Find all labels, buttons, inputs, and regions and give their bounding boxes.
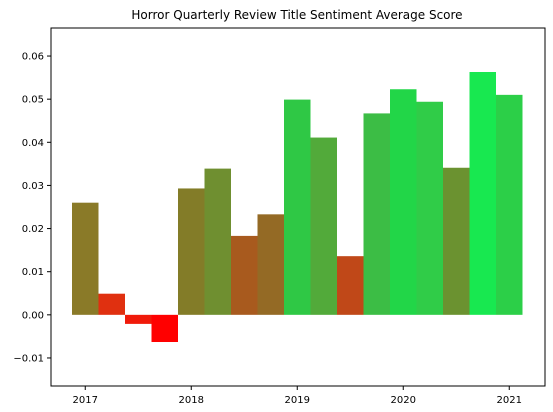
y-tick-label: 0.05 bbox=[22, 95, 44, 106]
x-tick-label: 2018 bbox=[179, 395, 204, 406]
y-tick-label: 0.03 bbox=[22, 181, 44, 192]
bar-2017-q3 bbox=[125, 314, 152, 324]
chart-title: Horror Quarterly Review Title Sentiment … bbox=[131, 8, 462, 22]
bar-2020-q4 bbox=[469, 71, 496, 315]
bar-2020-q1 bbox=[390, 89, 417, 315]
y-tick-label: 0.00 bbox=[22, 310, 44, 321]
bar-2018-q4 bbox=[257, 214, 284, 315]
bar-2019-q2 bbox=[310, 137, 337, 315]
x-tick-label: 2020 bbox=[391, 395, 416, 406]
bar-2017-q1 bbox=[72, 202, 99, 315]
x-tick-label: 2021 bbox=[497, 395, 522, 406]
y-tick-label: 0.04 bbox=[22, 138, 44, 149]
bar-2018-q3 bbox=[231, 235, 258, 315]
bars-layer bbox=[72, 71, 523, 343]
bar-2017-q4 bbox=[151, 314, 178, 343]
y-axis: −0.01 0.00 0.01 0.02 0.03 0.04 0.05 0.06 bbox=[13, 52, 51, 364]
y-tick-label: −0.01 bbox=[13, 353, 44, 364]
bar-2020-q2 bbox=[416, 101, 443, 315]
bar-2019-q1 bbox=[284, 99, 311, 315]
bar-2019-q3 bbox=[337, 256, 364, 315]
bar-2019-q4 bbox=[363, 113, 390, 315]
y-tick-label: 0.01 bbox=[22, 267, 44, 278]
y-tick-label: 0.02 bbox=[22, 224, 44, 235]
y-tick-label: 0.06 bbox=[22, 52, 44, 63]
x-tick-label: 2017 bbox=[73, 395, 98, 406]
bar-2018-q1 bbox=[178, 188, 205, 315]
bar-2018-q2 bbox=[204, 168, 231, 315]
x-tick-label: 2019 bbox=[285, 395, 310, 406]
x-axis: 2017 2018 2019 2020 2021 bbox=[73, 386, 522, 406]
bar-2021-q1 bbox=[496, 94, 523, 315]
bar-2017-q2 bbox=[98, 293, 125, 315]
plot-frame bbox=[50, 27, 546, 387]
bar-2020-q3 bbox=[443, 167, 470, 315]
